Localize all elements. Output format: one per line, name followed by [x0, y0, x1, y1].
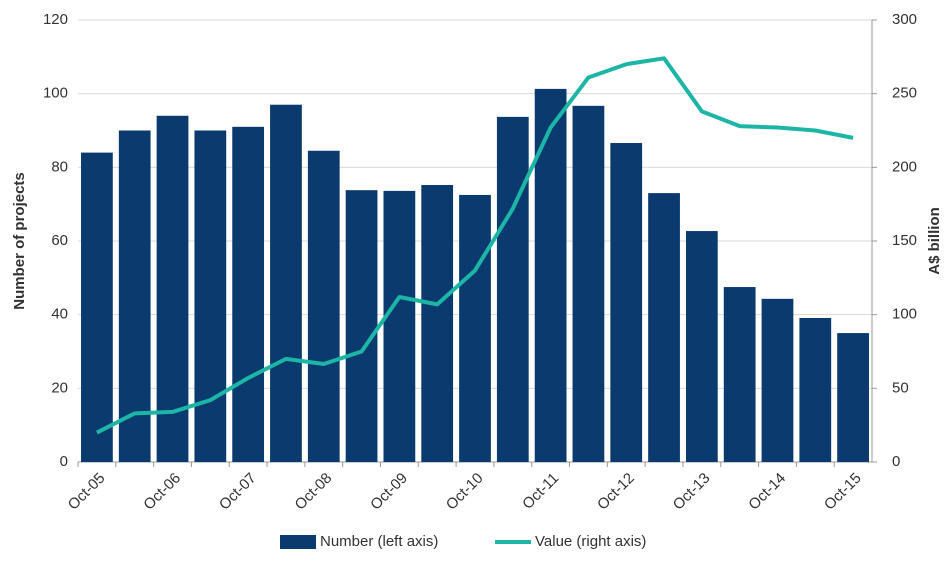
x-tick-label: Oct-05 — [65, 470, 109, 514]
bar — [421, 185, 454, 462]
legend-swatch — [280, 535, 316, 549]
bar — [270, 104, 302, 462]
bar — [81, 152, 113, 462]
y-tick-label: 0 — [60, 453, 68, 470]
x-tick-label: Oct-06 — [140, 470, 184, 514]
y-tick-label: 120 — [43, 11, 68, 28]
y2-tick-label: 300 — [892, 11, 917, 28]
bar — [194, 130, 227, 462]
x-tick-label: Oct-11 — [519, 470, 562, 513]
y-tick-label: 100 — [43, 85, 68, 102]
x-tick-label: Oct-15 — [821, 470, 865, 514]
y-tick-label: 20 — [51, 379, 68, 396]
y2-tick-label: 200 — [892, 158, 917, 175]
y2-tick-label: 100 — [892, 306, 917, 323]
bar — [685, 231, 718, 462]
line — [96, 56, 854, 435]
bar — [118, 130, 151, 462]
bar — [610, 143, 643, 463]
legend-label: Value (right axis) — [535, 533, 646, 550]
bar — [232, 126, 265, 463]
bar — [648, 193, 680, 462]
y-tick-label: 80 — [51, 158, 68, 175]
x-tick-label: Oct-07 — [216, 470, 260, 514]
bar — [156, 115, 189, 463]
bar — [496, 116, 529, 462]
y2-axis-label: A$ billion — [926, 207, 943, 275]
bar — [761, 298, 794, 462]
y2-tick-label: 0 — [892, 453, 900, 470]
x-tick-label: Oct-12 — [594, 470, 638, 514]
bar — [345, 190, 378, 463]
bar — [383, 190, 416, 462]
x-tick-label: Oct-10 — [443, 470, 487, 514]
y2-tick-label: 50 — [892, 379, 909, 396]
x-tick-label: Oct-08 — [292, 470, 336, 514]
y2-tick-label: 250 — [892, 85, 917, 102]
x-tick-label: Oct-09 — [367, 470, 411, 514]
legend-label: Number (left axis) — [320, 533, 438, 550]
bar — [837, 333, 869, 462]
bar — [534, 88, 567, 463]
y-axis-label: Number of projects — [11, 172, 28, 310]
x-tick-label: Oct-14 — [745, 470, 789, 514]
y-tick-label: 40 — [51, 306, 68, 323]
bar — [459, 194, 491, 463]
bar — [307, 150, 340, 462]
y-tick-label: 60 — [51, 232, 68, 249]
x-tick-label: Oct-13 — [670, 470, 714, 514]
bar — [723, 287, 756, 462]
y2-tick-label: 150 — [892, 232, 917, 249]
bar — [799, 317, 832, 462]
bar — [572, 105, 605, 463]
